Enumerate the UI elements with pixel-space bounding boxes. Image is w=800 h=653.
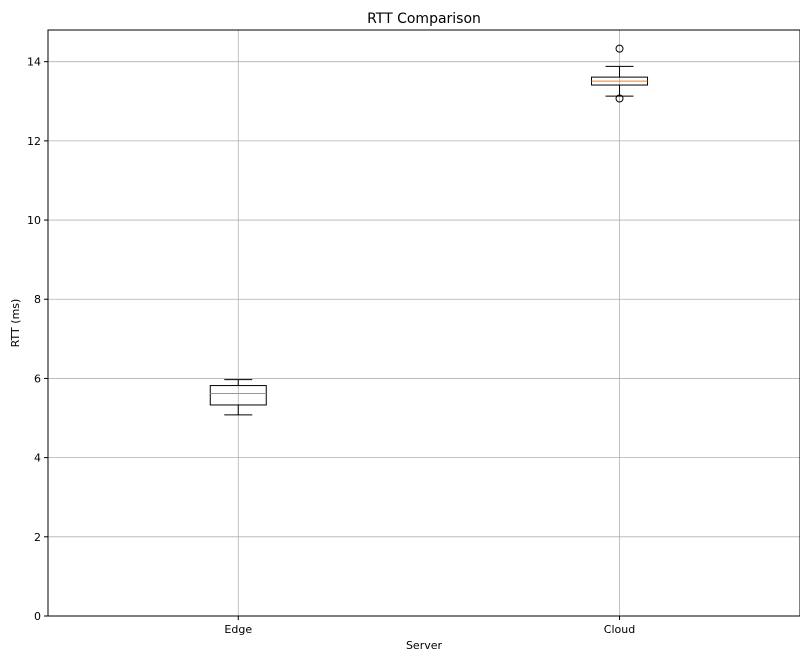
outlier-point xyxy=(615,44,624,53)
chart-title: RTT Comparison xyxy=(367,11,481,27)
box-edge xyxy=(209,379,267,416)
y-axis-title: RTT (ms) xyxy=(9,299,22,348)
plot-frame xyxy=(47,29,800,617)
outlier-point xyxy=(615,94,624,103)
y-tick-label: 0 xyxy=(34,610,41,623)
y-tick-label: 14 xyxy=(27,56,41,69)
iqr-box xyxy=(209,385,267,406)
grid xyxy=(48,30,800,617)
box-cloud xyxy=(591,44,649,103)
y-tick-label: 4 xyxy=(34,452,41,465)
x-tick-label: Edge xyxy=(224,623,252,636)
boxes xyxy=(209,44,649,416)
y-tick-label: 6 xyxy=(34,372,41,385)
y-tick-label: 12 xyxy=(27,135,41,148)
y-tick-label: 2 xyxy=(34,531,41,544)
y-tick-label: 8 xyxy=(34,293,41,306)
x-tick-label: Cloud xyxy=(604,623,635,636)
y-tick-label: 10 xyxy=(27,214,41,227)
x-axis-ticks: Edge Cloud xyxy=(224,616,635,636)
y-axis-ticks: 0 2 4 6 8 10 12 14 xyxy=(27,56,48,623)
x-axis-title: Server xyxy=(406,639,443,652)
